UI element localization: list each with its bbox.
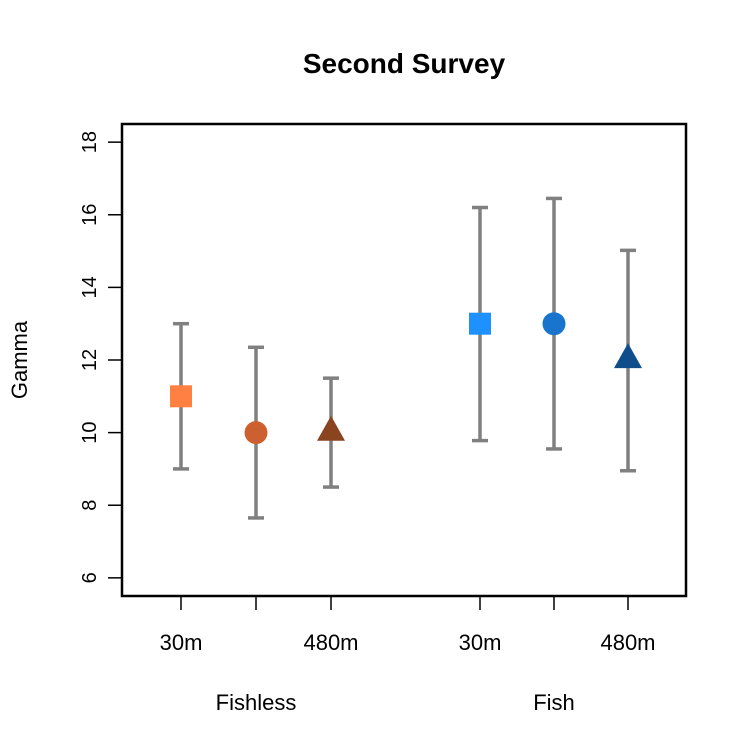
y-tick-label: 18 [79,131,101,153]
x-tick-label: 480m [600,630,655,655]
x-tick-label: 30m [160,630,203,655]
square-marker [170,385,192,408]
data-point-group [244,345,268,520]
y-tick-label: 6 [79,572,101,583]
y-tick-label: 12 [79,349,101,371]
y-axis-label: Gamma [7,320,32,399]
data-point-group [614,248,642,473]
plot-frame [120,122,688,598]
data-point-group [170,321,192,471]
y-tick-label: 8 [79,500,101,511]
square-marker [469,312,491,335]
triangle-marker [614,343,642,369]
group-label: Fish [533,690,575,715]
data-marks [170,196,642,520]
data-point-group [317,376,345,489]
chart-title: Second Survey [303,48,506,79]
y-axis: 6 8 10 12 14 16 18 [79,131,122,583]
group-labels: Fishless Fish [216,690,575,715]
triangle-marker [317,415,345,441]
y-tick-label: 14 [79,276,101,298]
y-tick-label: 16 [79,204,101,226]
data-point-group [542,196,566,451]
x-tick-label: 30m [459,630,502,655]
circle-marker [244,421,268,445]
group-label: Fishless [216,690,297,715]
circle-marker [542,312,566,336]
x-axis: 30m 480m 30m 480m [160,596,656,655]
y-tick-label: 10 [79,421,101,443]
data-point-group [469,205,491,443]
x-tick-label: 480m [303,630,358,655]
